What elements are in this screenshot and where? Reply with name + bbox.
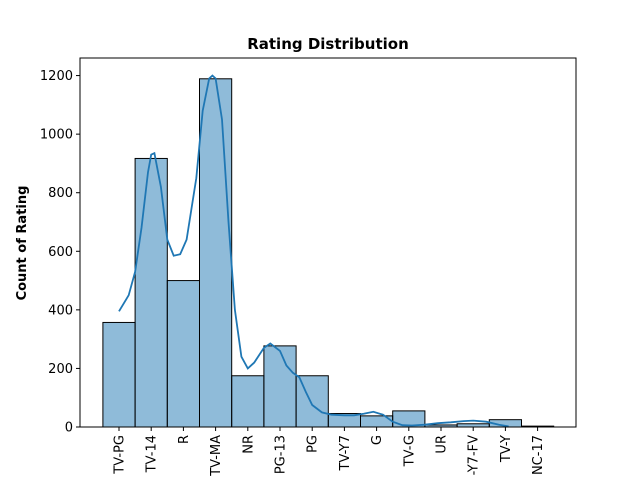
x-tick-label: PG-13 <box>274 435 289 474</box>
x-tick-label: TV-Y <box>499 435 514 463</box>
bar-pg <box>295 375 329 428</box>
y-tick-label: 800 <box>48 186 73 201</box>
y-tick-label: 600 <box>48 245 73 260</box>
y-tick-label: 0 <box>65 421 73 436</box>
bar-pg-13 <box>263 345 297 428</box>
bar-r <box>166 280 201 428</box>
x-tick-label: TV-PG <box>113 435 128 475</box>
plot-frame <box>79 57 577 428</box>
x-tick-label: R <box>177 435 192 444</box>
x-tick-label: G <box>370 435 385 445</box>
x-tick-label: NC-17 <box>531 435 546 475</box>
x-tick-label: TV-14 <box>145 435 160 473</box>
x-tick-label: -Y7-FV <box>467 435 482 476</box>
kde-group <box>118 74 509 428</box>
y-tick-label: 1000 <box>40 128 73 143</box>
chart-title: Rating Distribution <box>247 35 409 53</box>
x-tick-label: TV-G <box>402 435 417 467</box>
y-tick-label: 1200 <box>40 69 73 84</box>
kde-line <box>118 74 509 428</box>
bars-group <box>102 78 555 428</box>
x-tick-label: TV-MA <box>209 435 224 477</box>
bar-tv-14 <box>134 157 168 428</box>
x-tick-label: PG <box>306 435 321 453</box>
x-tick-label: UR <box>435 435 450 454</box>
x-tick-label: NR <box>241 435 256 454</box>
y-tick-label: 400 <box>48 303 73 318</box>
y-axis-label: Count of Rating <box>15 186 30 301</box>
axes-group: 0 200 400 600 800 1000 1200 TV-PG TV-14 R TV-MA NR P… <box>40 57 577 477</box>
x-tick-label: TV-Y7 <box>338 435 353 471</box>
y-tick-label: 200 <box>48 362 73 377</box>
bar-nr <box>231 375 265 428</box>
bar-tv-pg <box>102 321 136 428</box>
bar-tv-ma <box>199 78 233 428</box>
